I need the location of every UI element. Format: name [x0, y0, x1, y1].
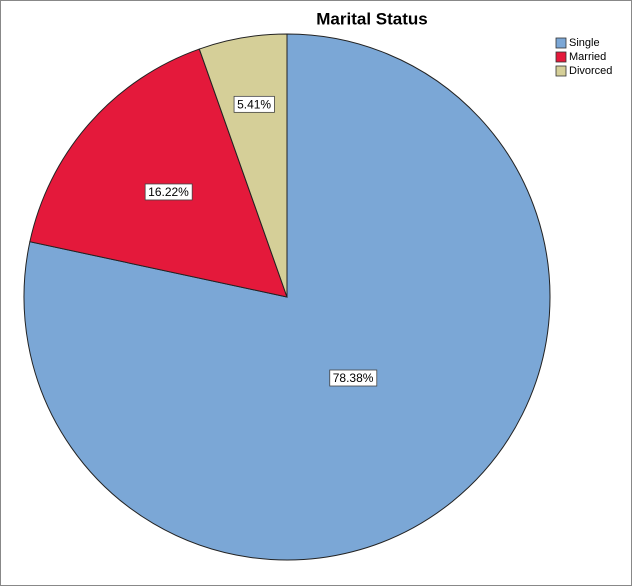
value-label: 16.22% [148, 185, 189, 199]
pie-slice [29, 48, 288, 298]
chart-title: Marital Status [316, 9, 427, 28]
value-label: 78.38% [333, 371, 374, 385]
legend-swatch [555, 51, 567, 63]
legend-label: Single [569, 37, 600, 49]
legend-label: Divorced [569, 65, 612, 77]
value-label-box [329, 369, 378, 387]
value-label: 5.41% [237, 97, 271, 111]
value-label-box [144, 183, 193, 201]
pie-slice [23, 33, 551, 561]
legend-label: Married [569, 51, 606, 63]
legend-swatch [555, 37, 567, 49]
value-label-box [233, 95, 275, 113]
legend-swatch [555, 65, 567, 77]
